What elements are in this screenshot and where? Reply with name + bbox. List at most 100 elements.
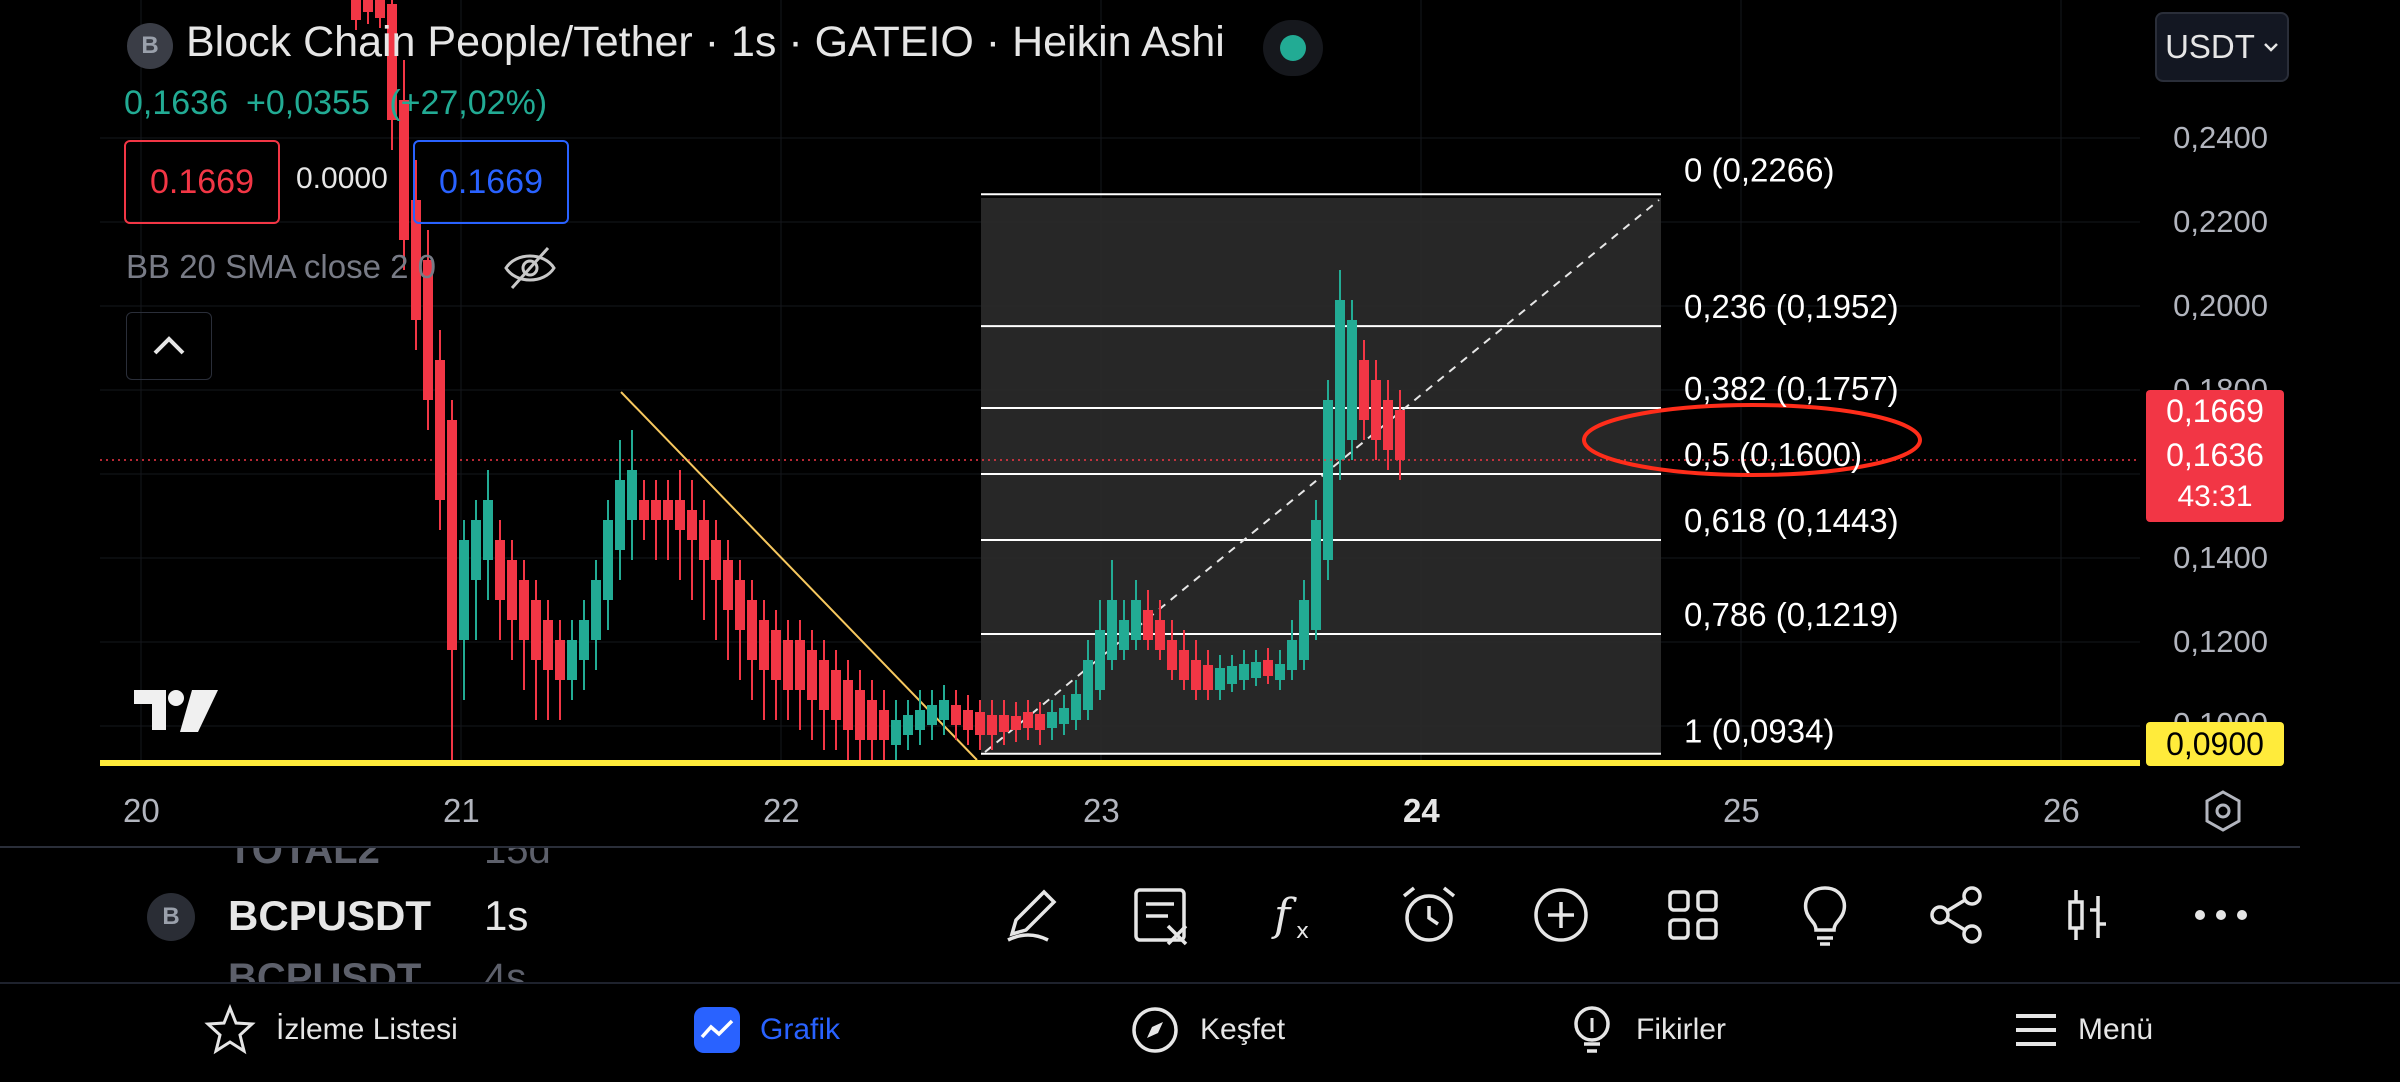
nav-ideas[interactable]: Fikirler bbox=[1568, 994, 1726, 1066]
symbol-title[interactable]: Block Chain People/Tether · 1s · GATEIO … bbox=[186, 18, 1225, 66]
tradingview-logo-icon[interactable] bbox=[132, 686, 222, 736]
buy-button[interactable]: 0.1669 bbox=[413, 140, 569, 224]
symbol-picker-wheel[interactable]: TOTAL2 15d B BCPUSDT 1s BCPUSDT 4s bbox=[0, 848, 2400, 982]
grid-icon[interactable] bbox=[1658, 880, 1728, 950]
candle-body bbox=[471, 520, 481, 580]
time-axis-label: 20 bbox=[123, 792, 160, 829]
candle-body bbox=[1083, 660, 1093, 710]
candle-body bbox=[1383, 400, 1393, 450]
prev-interval[interactable]: 15d bbox=[484, 848, 551, 872]
nav-menu[interactable]: Menü bbox=[2014, 994, 2153, 1066]
last-price-tag-value: 0,1636 bbox=[2166, 437, 2264, 473]
chart-settings-icon[interactable] bbox=[2200, 788, 2246, 834]
time-axis-label-current: 24 bbox=[1403, 792, 1440, 829]
candle-body bbox=[927, 705, 937, 725]
candle-body bbox=[819, 660, 829, 710]
candle-body bbox=[663, 500, 673, 520]
formula-icon[interactable]: f x bbox=[1260, 880, 1330, 950]
candle-body bbox=[363, 0, 373, 12]
share-icon[interactable] bbox=[1922, 880, 1992, 950]
chevron-down-icon bbox=[2264, 43, 2278, 52]
next-symbol[interactable]: BCPUSDT bbox=[228, 956, 422, 982]
hide-indicator-eye-icon[interactable] bbox=[500, 240, 560, 296]
pencil-icon[interactable] bbox=[998, 880, 1068, 950]
next-interval[interactable]: 4s bbox=[484, 956, 527, 982]
chart-icon bbox=[694, 1007, 740, 1053]
sell-button[interactable]: 0.1669 bbox=[124, 140, 280, 224]
add-icon[interactable] bbox=[1526, 880, 1596, 950]
candle-body bbox=[1311, 520, 1321, 630]
more-icon[interactable] bbox=[2186, 880, 2256, 950]
candle-body bbox=[975, 712, 985, 735]
candle-body bbox=[771, 630, 781, 680]
price-chart[interactable]: 0 (0,2266) 0,236 (0,1952) 0,382 (0,1757) 0,… bbox=[0, 0, 2400, 850]
watchlist-remove-icon[interactable] bbox=[1128, 880, 1198, 950]
candle-body bbox=[1215, 668, 1225, 690]
annotation-ellipse[interactable] bbox=[1582, 403, 1922, 477]
candle-body bbox=[375, 0, 385, 18]
chevron-up-icon bbox=[153, 336, 185, 355]
candle-body bbox=[543, 620, 553, 670]
idea-icon[interactable] bbox=[1790, 880, 1860, 950]
star-icon bbox=[204, 1004, 256, 1055]
chart-style-icon[interactable] bbox=[2054, 880, 2124, 950]
collapse-legend-button[interactable] bbox=[126, 312, 212, 380]
nav-chart[interactable]: Grafik bbox=[694, 994, 840, 1066]
chart-divider bbox=[0, 846, 2300, 848]
current-interval[interactable]: 1s bbox=[484, 892, 529, 939]
current-symbol[interactable]: BCPUSDT bbox=[228, 892, 432, 939]
trendline[interactable] bbox=[620, 391, 978, 761]
candle-body bbox=[1023, 712, 1033, 728]
candle-body bbox=[711, 540, 721, 580]
candle-body bbox=[411, 200, 421, 320]
indicator-label[interactable]: BB 20 SMA close 2 0 bbox=[126, 248, 437, 285]
candle-body bbox=[1275, 664, 1285, 680]
candle-body bbox=[351, 0, 361, 20]
price-summary: 0,1636 +0,0355 (+27,02%) bbox=[124, 84, 565, 123]
candle-body bbox=[1323, 400, 1333, 560]
symbol-logo-badge: B bbox=[127, 23, 173, 69]
time-axis-label: 22 bbox=[763, 792, 800, 829]
nav-explore[interactable]: Keşfet bbox=[1130, 994, 1285, 1066]
candle-body bbox=[1203, 665, 1213, 690]
candle-body bbox=[387, 4, 397, 120]
candle-body bbox=[1167, 640, 1177, 670]
nav-watchlist[interactable]: İzleme Listesi bbox=[204, 994, 458, 1066]
candle-countdown: 43:31 bbox=[2177, 480, 2253, 513]
candle-body bbox=[1251, 662, 1261, 678]
fib-level-label: 0,382 (0,1757) bbox=[1684, 370, 1899, 407]
candle-body bbox=[1299, 600, 1309, 660]
time-axis-label: 26 bbox=[2043, 792, 2080, 829]
lightbulb-icon bbox=[1574, 1006, 1610, 1053]
candle-body bbox=[699, 520, 709, 560]
price-axis-label: 0,2000 bbox=[2173, 288, 2268, 323]
candle-body bbox=[831, 670, 841, 720]
candle-body bbox=[1011, 716, 1021, 730]
last-price-tag: 0,1636 43:31 bbox=[2146, 432, 2284, 522]
candle-body bbox=[759, 620, 769, 670]
bottom-navigation bbox=[0, 982, 2400, 1082]
currency-select[interactable]: USDT bbox=[2155, 12, 2289, 82]
horizontal-line-0900[interactable] bbox=[100, 760, 2140, 766]
candle-body bbox=[1047, 712, 1057, 728]
prev-symbol[interactable]: TOTAL2 bbox=[228, 848, 380, 872]
fib-level-label: 0 (0,2266) bbox=[1684, 151, 1834, 188]
candle-body bbox=[1107, 600, 1117, 660]
candle-body bbox=[639, 500, 649, 520]
candle-body bbox=[1347, 320, 1357, 440]
candle-body bbox=[675, 500, 685, 530]
price-axis-label: 0,2400 bbox=[2173, 120, 2268, 155]
candle-body bbox=[1035, 714, 1045, 730]
market-status-indicator[interactable] bbox=[1263, 20, 1323, 76]
candle-body bbox=[591, 580, 601, 640]
svg-text:f: f bbox=[1271, 890, 1297, 941]
candle-body bbox=[915, 710, 925, 730]
alarm-icon[interactable] bbox=[1394, 880, 1464, 950]
bid-price-tag: 0,1669 bbox=[2146, 390, 2284, 432]
candle-body bbox=[903, 715, 913, 735]
candle-body bbox=[879, 710, 889, 740]
candle-body bbox=[1263, 660, 1273, 676]
nav-chart-label: Grafik bbox=[760, 1013, 841, 1046]
candle-body bbox=[603, 520, 613, 600]
candle-body bbox=[963, 710, 973, 730]
